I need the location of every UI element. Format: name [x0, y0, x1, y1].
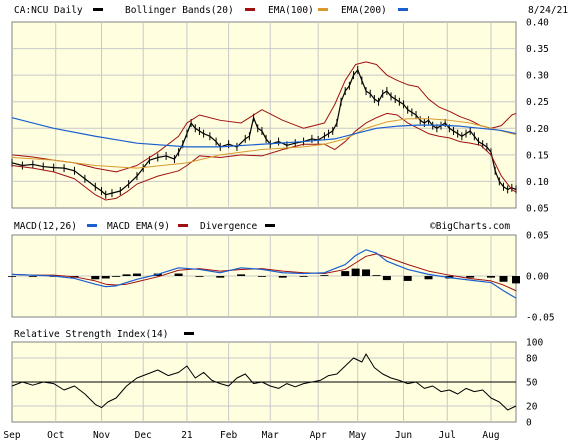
rsi-panel: 100 80 50 20 0 Relative Strength Index(14)	[11, 329, 543, 429]
legend-swatch-macd	[87, 224, 97, 227]
divergence-bar	[403, 276, 412, 281]
legend-label-ema100: EMA(100)	[268, 5, 314, 16]
y-tick-label: 20	[526, 402, 538, 413]
divergence-bar	[351, 268, 360, 276]
divergence-bar	[101, 276, 110, 279]
macd-panel: 0.05 0.00 -0.05 MACD(12,26) MACD EMA(9) Di…	[8, 221, 555, 324]
x-tick-label: 21	[181, 430, 193, 441]
divergence-bar	[237, 274, 246, 276]
x-tick-label: Dec	[135, 430, 152, 441]
legend-label-ema200: EMA(200)	[341, 5, 387, 16]
chart-date: 8/24/21	[528, 5, 568, 16]
legend-label-macd-ema: MACD EMA(9)	[107, 221, 170, 232]
macd-series-group	[8, 249, 520, 299]
rsi-series-group	[11, 353, 517, 411]
bollinger-lower-line	[11, 112, 517, 201]
divergence-bar	[216, 276, 225, 278]
price-line	[11, 69, 517, 196]
legend-label-macd: MACD(12,26)	[14, 221, 77, 232]
legend-swatch-rsi	[184, 332, 194, 335]
legend-label-divergence: Divergence	[200, 221, 257, 232]
divergence-bar	[257, 276, 266, 277]
divergence-bar	[512, 276, 520, 284]
divergence-bar	[362, 269, 371, 276]
y-tick-label: 0.25	[526, 97, 549, 108]
price-series-group	[11, 61, 517, 201]
divergence-bar	[8, 276, 16, 277]
divergence-bar	[424, 276, 433, 280]
divergence-bar	[372, 275, 381, 276]
divergence-bar	[28, 276, 37, 277]
y-tick-label: 0.05	[526, 204, 549, 215]
legend-swatch-macd-ema	[178, 224, 188, 227]
divergence-bar	[174, 273, 183, 276]
divergence-bar	[132, 273, 141, 276]
y-tick-label: 0	[526, 418, 532, 429]
rsi-line	[11, 353, 517, 411]
divergence-bar	[499, 276, 508, 282]
divergence-bar	[466, 276, 475, 278]
legend-swatch-ema200	[398, 8, 408, 11]
ema100-line	[11, 118, 517, 169]
price-panel: 0.05 0.10 0.15 0.20 0.25 0.30 0.35 0.40 CA:NCU …	[11, 5, 568, 215]
macd-line	[11, 249, 517, 299]
divergence-bar	[278, 276, 287, 278]
y-tick-label: 0.35	[526, 44, 549, 55]
x-tick-label: Oct	[47, 430, 64, 441]
legend-label-rsi: Relative Strength Index(14)	[14, 329, 168, 340]
x-tick-label: Nov	[93, 430, 110, 441]
watermark: ©BigCharts.com	[430, 221, 510, 232]
divergence-bar	[91, 276, 100, 280]
divergence-bar	[341, 271, 350, 276]
divergence-bar	[112, 276, 121, 277]
y-tick-label: 0.15	[526, 150, 549, 161]
legend-label-daily: CA:NCU Daily	[14, 5, 83, 16]
y-tick-label: 0.20	[526, 124, 549, 135]
x-tick-label: Aug	[482, 430, 499, 441]
y-tick-label: 0.10	[526, 177, 549, 188]
legend-swatch-daily	[93, 8, 103, 11]
y-tick-label: 50	[526, 378, 538, 389]
legend-swatch-bollinger	[245, 8, 255, 11]
y-tick-label: 0.05	[526, 231, 549, 242]
macd-ema-line	[11, 253, 517, 292]
y-tick-label: -0.05	[526, 313, 555, 324]
x-tick-label: Feb	[220, 430, 237, 441]
x-axis: Sep Oct Nov Dec 21 Feb Mar Apr May Jun Jul Aug	[3, 430, 499, 441]
y-tick-label: 0.00	[526, 272, 549, 283]
bollinger-upper-line	[11, 61, 517, 173]
legend-swatch-ema100	[318, 8, 328, 11]
divergence-bar	[320, 275, 329, 276]
divergence-bar	[299, 276, 308, 277]
x-tick-label: Jun	[395, 430, 412, 441]
x-tick-label: Sep	[3, 430, 20, 441]
divergence-bar	[382, 276, 391, 281]
y-tick-label: 100	[526, 338, 543, 349]
macd-legend: MACD(12,26) MACD EMA(9) Divergence ©BigC…	[14, 221, 510, 232]
macd-y-axis: 0.05 0.00 -0.05	[526, 231, 555, 324]
x-tick-label: Jul	[439, 430, 456, 441]
rsi-y-axis: 100 80 50 20 0	[526, 338, 543, 429]
divergence-bar	[487, 276, 496, 278]
x-tick-label: May	[349, 430, 366, 441]
divergence-bar	[122, 274, 131, 276]
price-plot-area	[11, 21, 517, 209]
divergence-bar	[195, 276, 204, 277]
legend-label-bollinger: Bollinger Bands(20)	[125, 5, 234, 16]
x-tick-label: Mar	[262, 430, 279, 441]
price-grid	[12, 22, 516, 208]
x-tick-label: Apr	[310, 430, 327, 441]
ema200-line	[11, 117, 517, 148]
legend-swatch-divergence	[265, 224, 275, 227]
price-y-axis: 0.05 0.10 0.15 0.20 0.25 0.30 0.35 0.40	[526, 18, 549, 215]
y-tick-label: 0.30	[526, 71, 549, 82]
y-tick-label: 0.40	[526, 18, 549, 29]
price-legend: CA:NCU Daily Bollinger Bands(20) EMA(100…	[14, 5, 568, 16]
rsi-legend: Relative Strength Index(14)	[14, 329, 194, 340]
y-tick-label: 80	[526, 354, 538, 365]
